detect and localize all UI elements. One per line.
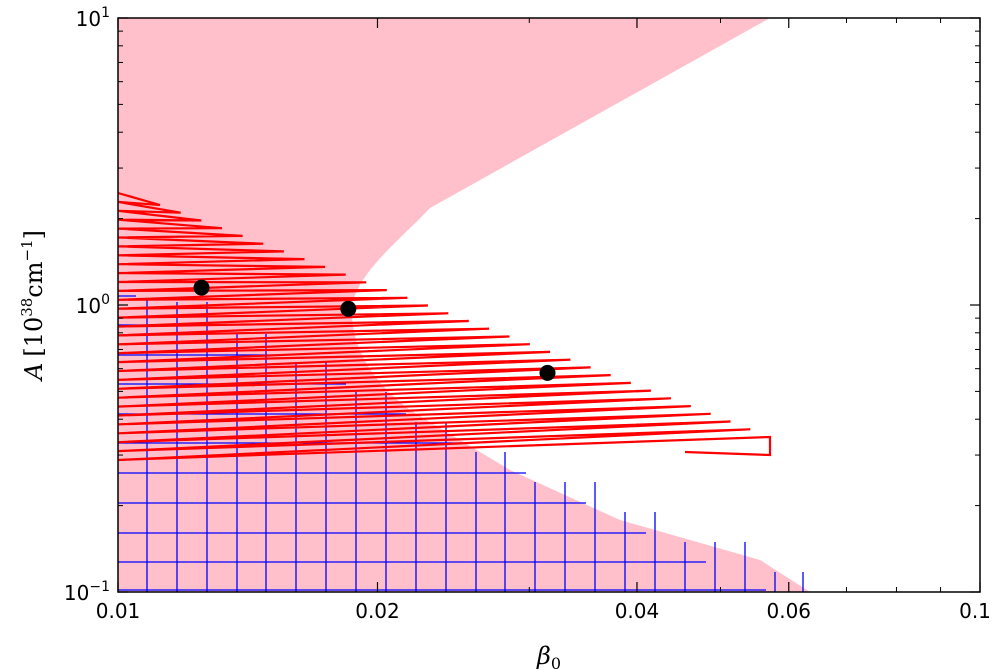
red-band bbox=[118, 191, 772, 462]
data-points bbox=[193, 279, 556, 381]
x-tick-label: 0.1 bbox=[959, 599, 991, 623]
x-tick-label: 0.02 bbox=[355, 599, 400, 623]
axis-ticks: 0.01 0.02 0.04 0.06 0.1 10−1 100 101 bbox=[64, 5, 991, 623]
x-tick-label: 0.04 bbox=[615, 599, 660, 623]
y-tick-label: 101 bbox=[76, 5, 110, 31]
pink-region bbox=[118, 18, 810, 592]
data-point-3 bbox=[539, 364, 556, 381]
x-tick-label: 0.01 bbox=[96, 599, 141, 623]
data-point-2 bbox=[340, 300, 357, 317]
data-point-1 bbox=[193, 279, 210, 296]
y-tick-label: 10−1 bbox=[64, 579, 110, 605]
x-tick-label: 0.06 bbox=[767, 599, 812, 623]
y-tick-label: 100 bbox=[76, 292, 110, 318]
